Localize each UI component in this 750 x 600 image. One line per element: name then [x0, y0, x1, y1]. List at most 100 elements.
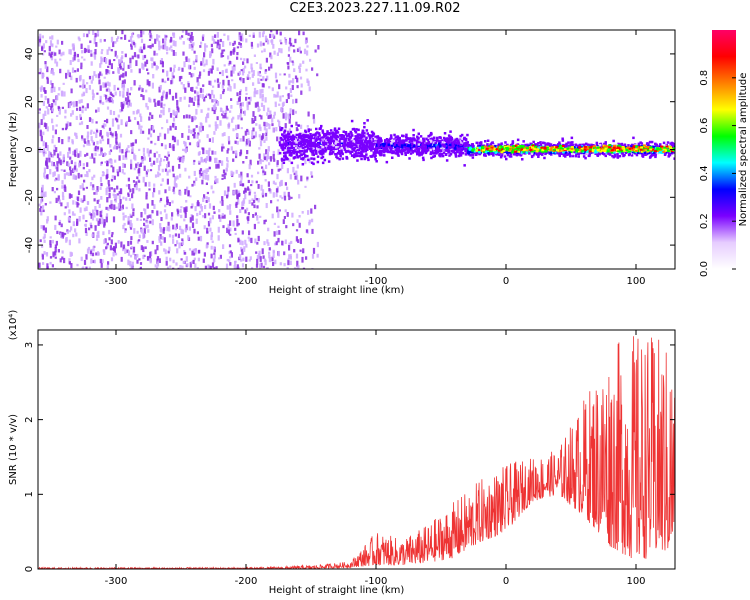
heatmap-cell	[232, 150, 235, 154]
heatmap-cell	[130, 163, 133, 170]
heatmap-cell	[316, 135, 320, 139]
heatmap-cell	[108, 229, 111, 235]
heatmap-cell	[459, 152, 463, 155]
heatmap-cell	[255, 198, 258, 201]
heatmap-cell	[252, 214, 255, 218]
heatmap-cell	[184, 87, 187, 93]
heatmap-cell	[86, 162, 89, 167]
heatmap-cell	[228, 122, 231, 127]
heatmap-cell	[136, 34, 139, 37]
heatmap-cell	[265, 128, 268, 134]
heatmap-cell	[142, 95, 145, 101]
heatmap-cell	[296, 85, 299, 89]
heatmap-cell	[345, 157, 349, 160]
heatmap-cell	[285, 225, 288, 229]
heatmap-cell	[257, 78, 260, 84]
heatmap-cell	[139, 262, 143, 265]
heatmap-cell	[158, 86, 161, 93]
heatmap-cell	[433, 152, 436, 155]
heatmap-cell	[239, 35, 242, 42]
heatmap-cell	[96, 232, 99, 235]
heatmap-cell	[315, 143, 318, 146]
heatmap-cell	[210, 43, 213, 48]
heatmap-cell	[394, 152, 397, 155]
heatmap-cell	[436, 145, 439, 148]
heatmap-cell	[230, 105, 233, 109]
heatmap-cell	[316, 133, 319, 136]
heatmap-cell	[424, 147, 427, 151]
heatmap-cell	[100, 151, 103, 156]
heatmap-cell	[190, 206, 193, 209]
heatmap-cell	[336, 145, 340, 148]
heatmap-cell	[42, 262, 45, 265]
heatmap-cell	[435, 136, 439, 140]
heatmap-cell	[363, 135, 366, 138]
heatmap-cell	[299, 76, 303, 80]
heatmap-cell	[131, 146, 134, 152]
heatmap-cell	[272, 114, 276, 119]
heatmap-cell	[232, 128, 235, 132]
heatmap-cell	[247, 97, 251, 100]
heatmap-cell	[68, 49, 71, 55]
heatmap-cell	[259, 136, 262, 141]
heatmap-cell	[210, 234, 213, 241]
heatmap-cell	[340, 149, 343, 152]
heatmap-cell	[405, 136, 408, 139]
heatmap-cell	[287, 150, 290, 154]
heatmap-cell	[227, 79, 230, 86]
heatmap-cell	[590, 143, 593, 147]
heatmap-cell	[90, 61, 93, 66]
heatmap-cell	[320, 156, 323, 160]
heatmap-cell	[263, 153, 266, 160]
heatmap-cell	[134, 43, 137, 48]
heatmap-cell	[184, 141, 187, 147]
heatmap-cell	[397, 147, 401, 151]
heatmap-cell	[194, 90, 197, 94]
heatmap-cell	[97, 235, 100, 238]
heatmap-cell	[49, 169, 52, 175]
heatmap-cell	[275, 192, 278, 197]
heatmap-cell	[185, 30, 188, 36]
heatmap-cell	[60, 169, 63, 172]
heatmap-cell	[105, 98, 108, 103]
heatmap-cell	[253, 54, 256, 57]
heatmap-cell	[256, 215, 259, 218]
heatmap-cell	[355, 145, 359, 148]
heatmap-cell	[228, 244, 232, 248]
heatmap-cell	[95, 121, 98, 124]
heatmap-cell	[273, 93, 276, 98]
heatmap-cell	[107, 261, 110, 265]
heatmap-cell	[169, 113, 173, 118]
heatmap-cell	[184, 188, 187, 193]
heatmap-cell	[365, 129, 369, 132]
heatmap-cell	[214, 157, 217, 164]
heatmap-cell	[41, 244, 44, 248]
heatmap-cell	[90, 258, 93, 264]
heatmap-cell	[68, 193, 71, 199]
heatmap-cell	[219, 94, 222, 100]
heatmap-cell	[312, 152, 315, 155]
heatmap-cell	[164, 144, 167, 150]
heatmap-cell	[373, 137, 377, 141]
heatmap-cell	[327, 147, 330, 151]
heatmap-cell	[256, 241, 259, 245]
heatmap-cell	[161, 61, 164, 68]
heatmap-cell	[275, 127, 278, 132]
heatmap-cell	[64, 232, 67, 235]
heatmap-cell	[121, 169, 124, 174]
heatmap-cell	[44, 191, 47, 198]
heatmap-cell	[306, 134, 309, 137]
heatmap-cell	[340, 146, 343, 150]
heatmap-cell	[201, 88, 204, 93]
heatmap-cell	[305, 68, 308, 72]
heatmap-cell	[202, 197, 205, 203]
heatmap-cell	[283, 139, 286, 143]
heatmap-cell	[96, 209, 99, 216]
heatmap-cell	[172, 144, 175, 149]
heatmap-cell	[94, 49, 97, 55]
heatmap-cell	[261, 135, 264, 141]
heatmap-cell	[154, 174, 158, 178]
heatmap-cell	[386, 140, 390, 143]
heatmap-cell	[303, 48, 307, 55]
heatmap-cell	[106, 168, 109, 175]
